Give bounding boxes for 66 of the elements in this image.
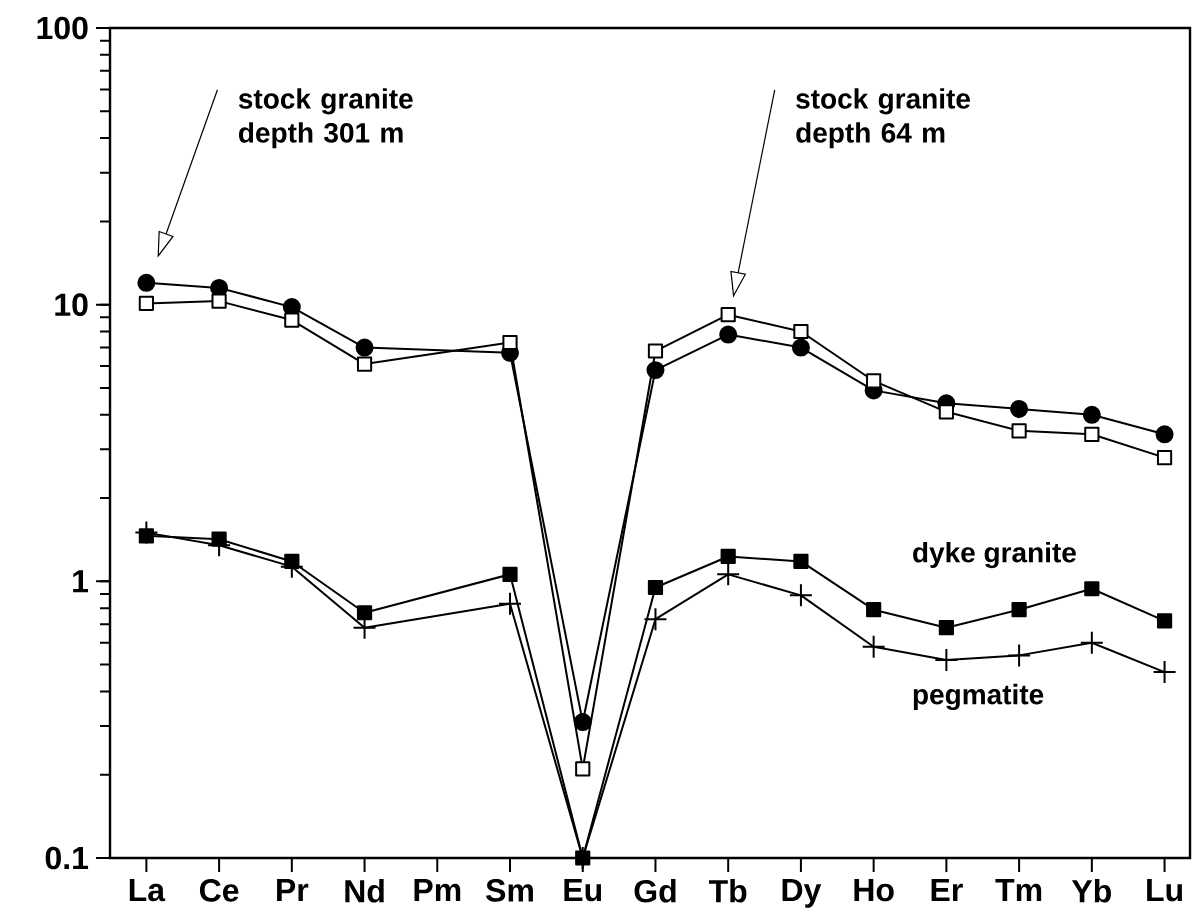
point — [356, 356, 373, 372]
x-tick-label: Pr — [277, 879, 309, 902]
series-label: dyke granite — [913, 541, 1076, 569]
x-tick-label: Tb — [708, 879, 747, 903]
x-tick-label: Lu — [1147, 879, 1183, 902]
point — [793, 553, 809, 570]
y-tick-label: 100 — [37, 16, 88, 40]
point — [1080, 631, 1103, 654]
point — [793, 323, 809, 340]
point — [211, 293, 227, 309]
x-tick-label: Nd — [345, 879, 384, 903]
point — [644, 608, 667, 631]
point — [1084, 426, 1100, 442]
annotation: stock granite depth 64 m — [796, 88, 970, 149]
point — [1153, 661, 1176, 684]
point — [717, 563, 740, 586]
point — [866, 602, 882, 618]
point — [1156, 450, 1173, 466]
point — [1155, 425, 1174, 444]
point — [862, 635, 885, 658]
x-tick-label: Dy — [782, 879, 822, 908]
x-tick-label: Ce — [199, 879, 239, 902]
point — [573, 713, 592, 732]
point — [502, 334, 518, 351]
point — [935, 648, 958, 671]
point — [1156, 613, 1173, 629]
x-tick-label: Gd — [634, 879, 676, 903]
x-tick-label: Sm — [486, 879, 533, 902]
point — [137, 273, 156, 292]
point — [646, 361, 665, 380]
x-tick-label: Er — [931, 879, 963, 902]
point — [1011, 423, 1027, 439]
x-tick-label: Pm — [414, 879, 461, 902]
point — [1010, 399, 1029, 418]
point — [647, 343, 664, 359]
point — [1011, 602, 1027, 618]
point — [284, 312, 300, 328]
x-tick-label: La — [129, 879, 166, 902]
x-tick-label: Tm — [995, 879, 1042, 902]
point — [938, 620, 954, 636]
point — [575, 761, 591, 777]
y-tick-label: 1 — [73, 570, 89, 593]
point — [355, 338, 374, 357]
y-tick-label: 0.1 — [45, 846, 89, 870]
point — [789, 584, 812, 607]
point — [1008, 644, 1031, 667]
point — [720, 548, 736, 565]
point — [135, 521, 158, 544]
series-label: pegmatite — [913, 683, 1044, 711]
x-tick-label: Ho — [854, 879, 894, 902]
y-tick-label: 10 — [55, 293, 88, 316]
x-tick-label: Yb — [1071, 879, 1111, 903]
point — [1082, 405, 1101, 424]
annotation: stock granite depth 301 m — [238, 88, 413, 149]
point — [791, 338, 810, 357]
point — [356, 605, 373, 621]
point — [138, 295, 154, 312]
point — [1084, 581, 1100, 597]
point — [502, 566, 518, 582]
x-tick-label: Eu — [564, 879, 602, 902]
point — [719, 325, 738, 344]
point — [720, 307, 736, 323]
point — [499, 592, 522, 615]
point — [866, 373, 882, 389]
point — [938, 404, 954, 420]
point — [647, 579, 664, 596]
